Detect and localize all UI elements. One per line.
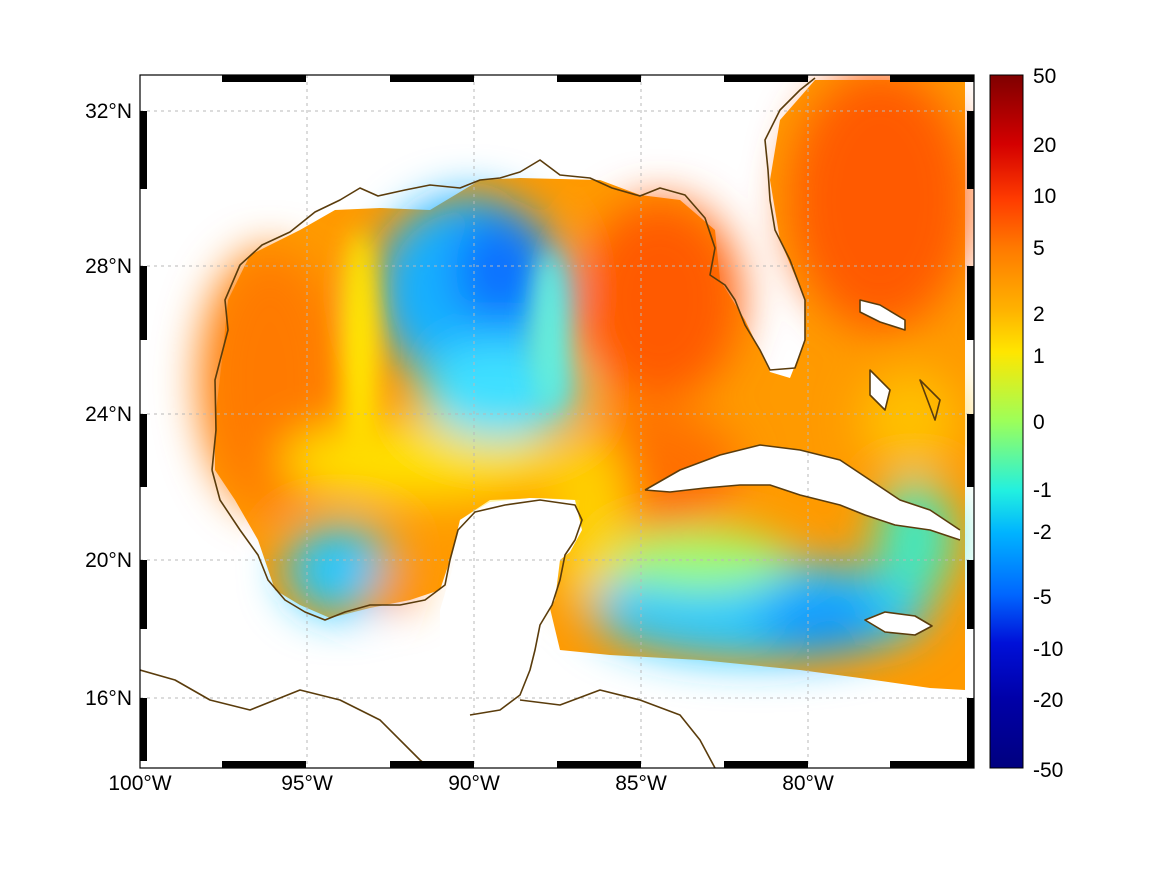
cool-loop-channel (532, 250, 568, 410)
colorbar-tick-label: 0 (1033, 411, 1045, 434)
cool-deep-blue-core (455, 215, 545, 325)
yellow-west-band (342, 230, 378, 450)
lon-tick-label: 100°W (108, 772, 171, 795)
yucatan-land (440, 498, 582, 700)
cuba-coast (644, 444, 961, 541)
cool-caribbean-core (760, 590, 880, 650)
bahamas-land (860, 300, 905, 410)
colorbar-tick-label: -50 (1033, 759, 1063, 782)
warm-east-gulf (580, 200, 740, 400)
colorbar-tick-label: 50 (1033, 65, 1056, 88)
sea-data-field (200, 75, 970, 700)
yellow-central-gulf (280, 420, 560, 500)
colorbar-tick-label: -20 (1033, 689, 1063, 712)
lat-tick-label: 24°N (85, 403, 132, 426)
colorbar-tick-label: -10 (1033, 638, 1063, 661)
honduras-coast (519, 689, 716, 768)
latitude-tick-labels: 32°N 28°N 24°N 20°N 16°N (85, 100, 132, 710)
map-frame (139, 74, 975, 769)
colorbar-tick-label: 2 (1033, 303, 1045, 326)
colorbar-tick-label: 5 (1033, 237, 1045, 260)
mexico-coast-line (211, 469, 583, 716)
lon-tick-label: 90°W (448, 772, 500, 795)
colorbar-tick-label: -1 (1033, 479, 1052, 502)
warm-atlantic (790, 75, 970, 330)
colorbar-gradient (989, 74, 1024, 769)
colorbar: 50 20 10 5 2 1 0 -1 -2 -5 -10 -20 -50 (989, 65, 1063, 782)
colorbar-tick-label: 20 (1033, 134, 1056, 157)
coastlines (140, 77, 961, 768)
colorbar-tick-labels: 50 20 10 5 2 1 0 -1 -2 -5 -10 -20 -50 (1033, 65, 1063, 782)
colorbar-tick-label: -2 (1033, 521, 1052, 544)
cuba-land (645, 445, 960, 540)
lat-tick-label: 20°N (85, 549, 132, 572)
graticule (140, 75, 974, 768)
central-america-coast (140, 669, 431, 768)
bahamas-coast (859, 299, 941, 421)
colorbar-tick-label: 1 (1033, 345, 1045, 368)
lat-tick-label: 28°N (85, 255, 132, 278)
lat-tick-label: 32°N (85, 100, 132, 123)
jamaica-coast (864, 611, 933, 636)
warm-campeche-patch (370, 565, 420, 605)
lat-tick-label: 16°N (85, 687, 132, 710)
lon-tick-label: 80°W (782, 772, 834, 795)
gulf-coast-line (211, 77, 816, 471)
colorbar-tick-label: -5 (1033, 586, 1052, 609)
cool-campeche (285, 525, 395, 615)
lon-tick-label: 85°W (615, 772, 667, 795)
lon-tick-label: 95°W (281, 772, 333, 795)
longitude-tick-labels: 100°W 95°W 90°W 85°W 80°W (108, 772, 834, 795)
yellow-yucatan (550, 430, 630, 610)
colorbar-tick-label: 10 (1033, 185, 1056, 208)
